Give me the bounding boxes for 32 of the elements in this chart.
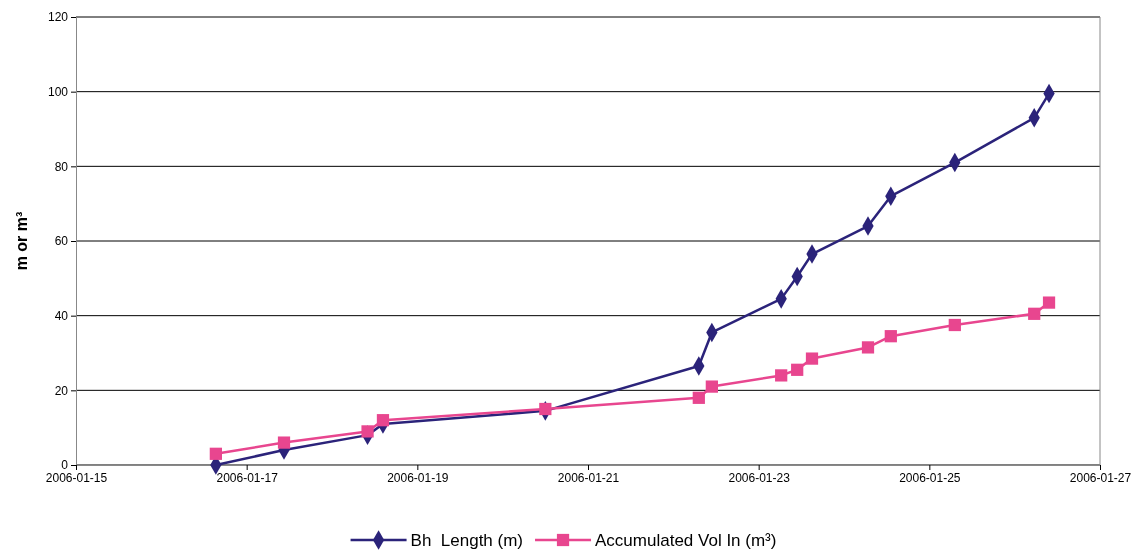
point bbox=[692, 391, 705, 404]
y-tick-label: 60 bbox=[54, 234, 69, 249]
y-tick-label: 100 bbox=[47, 85, 69, 100]
y-tick-label: 40 bbox=[54, 309, 69, 324]
point bbox=[361, 425, 374, 438]
point bbox=[376, 414, 390, 427]
x-tick-label: 2006-01-15 bbox=[45, 470, 108, 485]
x-tick-label: 2006-01-21 bbox=[557, 470, 620, 485]
y-tick-label: 20 bbox=[54, 383, 69, 398]
point bbox=[209, 447, 222, 460]
point bbox=[1042, 296, 1056, 309]
point bbox=[705, 380, 718, 393]
point bbox=[791, 363, 804, 376]
y-axis-title: m or m³ bbox=[13, 211, 30, 271]
point bbox=[775, 369, 788, 382]
y-tick-label: 80 bbox=[54, 159, 69, 174]
y-tick-label: 0 bbox=[61, 458, 69, 473]
point bbox=[805, 352, 819, 365]
x-tick-label: 2006-01-27 bbox=[1069, 470, 1132, 485]
point bbox=[884, 330, 897, 343]
legend-label: Bh Length (m) bbox=[410, 531, 524, 550]
point bbox=[1028, 307, 1041, 320]
point bbox=[861, 341, 875, 354]
point bbox=[948, 318, 961, 332]
point bbox=[539, 402, 552, 416]
x-tick-label: 2006-01-25 bbox=[899, 470, 961, 485]
y-tick-label: 120 bbox=[47, 10, 69, 25]
x-tick-label: 2006-01-23 bbox=[728, 470, 791, 485]
x-tick-label: 2006-01-17 bbox=[216, 470, 279, 485]
point bbox=[277, 436, 291, 449]
legend-label: Accumulated Vol In (m³) bbox=[595, 531, 777, 550]
x-tick-label: 2006-01-19 bbox=[387, 470, 449, 485]
